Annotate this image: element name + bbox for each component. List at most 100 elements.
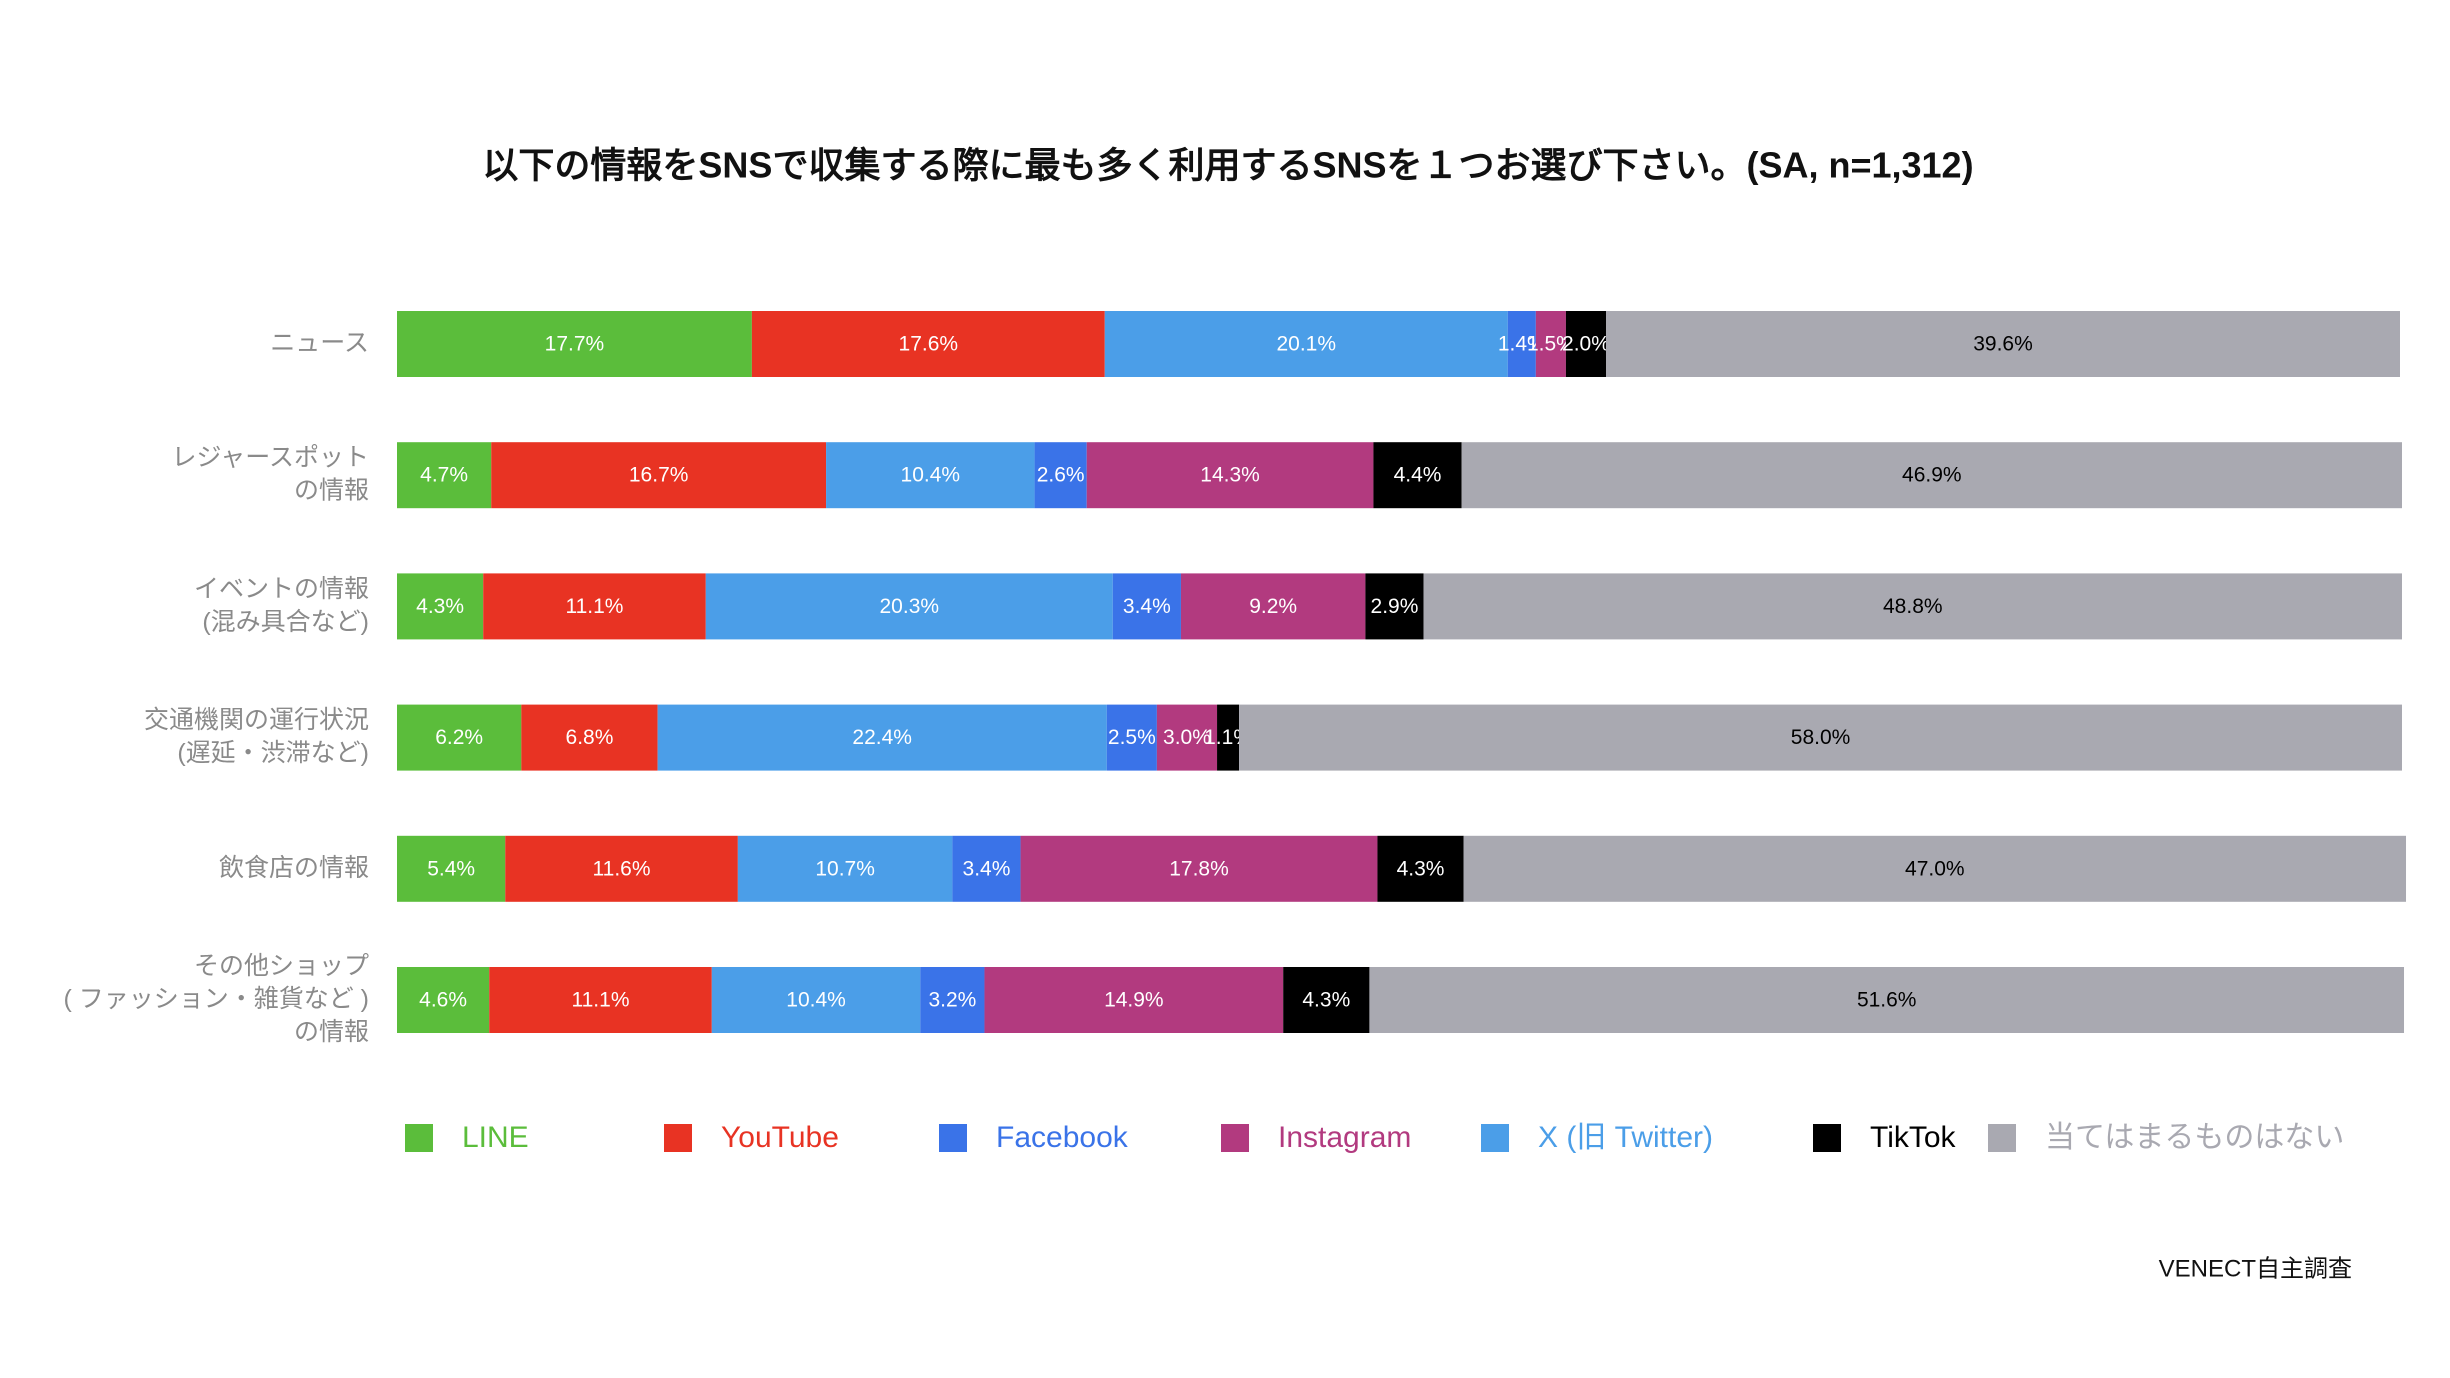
- bar-segment: [711, 967, 921, 1033]
- value-label: 11.6%: [593, 857, 651, 880]
- bar-segment: [1377, 835, 1464, 902]
- bar-segment: [489, 967, 712, 1033]
- legend-label: 当てはまるものはない: [2045, 1121, 2344, 1154]
- legend-label: LINE: [462, 1121, 529, 1154]
- value-label: 14.3%: [1200, 464, 1260, 487]
- bar-segment: [1507, 311, 1536, 377]
- value-label: 11.1%: [572, 989, 630, 1012]
- value-label: 9.2%: [1249, 595, 1297, 618]
- bar-segment: [521, 704, 658, 771]
- bar-segment: [397, 967, 490, 1033]
- value-label: 20.3%: [880, 595, 940, 618]
- category-label: 交通機関の運行状況(遅延・渋滞など): [144, 706, 369, 767]
- value-label: 16.7%: [629, 464, 689, 487]
- value-label: 17.6%: [899, 333, 959, 356]
- value-label: 20.1%: [1276, 333, 1336, 356]
- bar-segment: [737, 835, 953, 902]
- bar-segment: [1535, 311, 1566, 377]
- source-note: VENECT自主調査: [2159, 1255, 2352, 1282]
- bar-segment: [397, 573, 484, 640]
- value-label: 3.2%: [928, 989, 976, 1012]
- value-label: 4.6%: [419, 989, 467, 1012]
- bar-segment: [505, 835, 738, 902]
- legend-swatch: [664, 1124, 692, 1152]
- value-label: 3.0%: [1163, 726, 1211, 749]
- value-label: 6.2%: [435, 726, 483, 749]
- bar-segment: [483, 573, 706, 640]
- chart-title: 以下の情報をSNSで収集する際に最も多く利用するSNSを１つお選び下さい。(SA…: [482, 145, 1973, 186]
- value-label: 3.4%: [1123, 595, 1171, 618]
- value-label: 2.5%: [1108, 726, 1156, 749]
- value-label: 4.3%: [1302, 989, 1350, 1012]
- value-label: 2.6%: [1037, 464, 1085, 487]
- bar-segment: [657, 704, 1107, 771]
- category-label: 飲食店の情報: [219, 853, 369, 881]
- value-label: 11.1%: [565, 595, 623, 618]
- bar-segment: [920, 967, 985, 1033]
- bar-segment: [1463, 835, 2407, 902]
- bar-segment: [397, 835, 506, 902]
- bar-segment: [1283, 967, 1370, 1033]
- value-label: 3.4%: [963, 857, 1011, 880]
- value-label: 14.9%: [1104, 989, 1164, 1012]
- bar-segment: [1369, 967, 2405, 1033]
- bar-segment: [397, 704, 522, 771]
- value-label: 10.7%: [815, 857, 875, 880]
- category-label: ニュース: [270, 329, 369, 357]
- bar-segment: [1020, 835, 1378, 902]
- value-label: 22.4%: [852, 726, 912, 749]
- bar-segment: [1239, 704, 2402, 771]
- bar-segment: [1106, 704, 1157, 771]
- category-label: イベントの情報(混み具合など): [194, 575, 369, 636]
- category-label: レジャースポットの情報: [171, 443, 369, 504]
- value-label: 1.4%: [1498, 333, 1546, 356]
- legend-swatch: [1481, 1124, 1509, 1152]
- category-label: その他ショップ( ファッション・雑貨など )の情報: [63, 952, 369, 1046]
- value-label: 46.9%: [1902, 464, 1962, 487]
- bar-segment: [1565, 311, 1607, 377]
- value-label: 4.4%: [1394, 464, 1442, 487]
- value-label: 17.8%: [1169, 857, 1229, 880]
- bar-segment: [1180, 573, 1366, 640]
- bar-segment: [1423, 573, 2402, 640]
- legend-swatch: [405, 1124, 433, 1152]
- bar-segment: [1156, 704, 1218, 771]
- value-label: 4.7%: [420, 464, 468, 487]
- value-label: 4.3%: [1397, 857, 1445, 880]
- legend-label: Facebook: [996, 1121, 1129, 1154]
- value-label: 47.0%: [1905, 857, 1965, 880]
- bar-segment: [984, 967, 1284, 1033]
- value-label: 2.0%: [1562, 333, 1610, 356]
- value-label: 4.3%: [416, 595, 464, 618]
- bar-segment: [397, 311, 752, 377]
- value-label: 2.9%: [1371, 595, 1419, 618]
- bar-segment: [1217, 704, 1240, 771]
- bar-segment: [491, 442, 827, 509]
- value-label: 51.6%: [1857, 989, 1917, 1012]
- legend-swatch: [1813, 1124, 1841, 1152]
- value-label: 5.4%: [427, 857, 475, 880]
- legend-swatch: [1988, 1124, 2016, 1152]
- bar-segment: [397, 442, 492, 509]
- bar-segment: [1461, 442, 2402, 509]
- value-label: 10.4%: [901, 464, 961, 487]
- value-label: 6.8%: [566, 726, 614, 749]
- value-label: 48.8%: [1883, 595, 1943, 618]
- bar-segment: [751, 311, 1105, 377]
- value-label: 39.6%: [1973, 333, 2033, 356]
- bar-segment: [826, 442, 1035, 509]
- legend-label: Instagram: [1278, 1121, 1411, 1154]
- value-label: 1.5%: [1527, 333, 1575, 356]
- bar-segment: [705, 573, 1113, 640]
- bar-segment: [1034, 442, 1087, 509]
- bar-segment: [1086, 442, 1374, 509]
- bar-segment: [1104, 311, 1508, 377]
- bar-segment: [1365, 573, 1424, 640]
- value-label: 10.4%: [786, 989, 846, 1012]
- legend-label: TikTok: [1870, 1121, 1957, 1154]
- bar-segment: [1606, 311, 2400, 377]
- bar-segment: [1112, 573, 1181, 640]
- legend-swatch: [1221, 1124, 1249, 1152]
